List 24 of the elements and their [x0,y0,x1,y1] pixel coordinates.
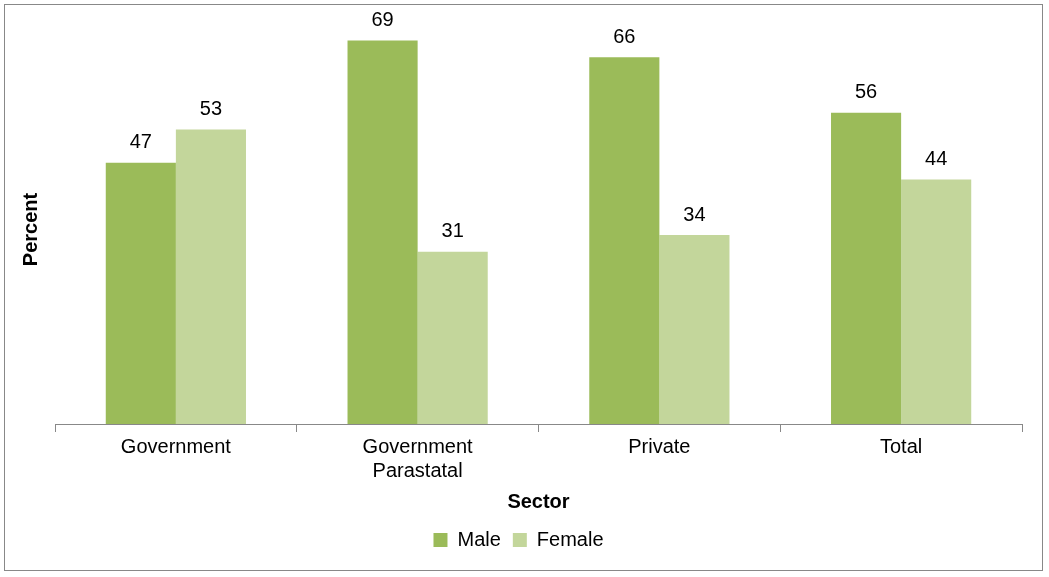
bar [417,251,488,424]
x-tick-label: Government [120,434,232,457]
bar [175,129,246,424]
y-axis-title: Percent [18,192,41,267]
bar [105,162,176,424]
data-label: 34 [683,202,706,225]
legend-label: Female [536,527,604,550]
data-label: 69 [371,8,394,31]
x-axis-title: Sector [507,489,570,512]
bar [901,179,972,424]
data-label: 53 [199,96,223,119]
legend-label: Male [457,527,501,550]
x-tick-label: Private [628,434,691,457]
data-label: 56 [854,80,878,103]
data-label: 47 [129,130,152,153]
bar [347,40,418,424]
x-tick-label: Total [880,434,923,457]
bar [589,57,660,424]
data-label: 31 [441,219,464,242]
bar [831,112,902,424]
data-label: 44 [925,147,948,169]
x-tick-label: Government Parastatal [362,434,474,481]
bar [659,235,730,424]
data-label: 66 [613,24,636,47]
